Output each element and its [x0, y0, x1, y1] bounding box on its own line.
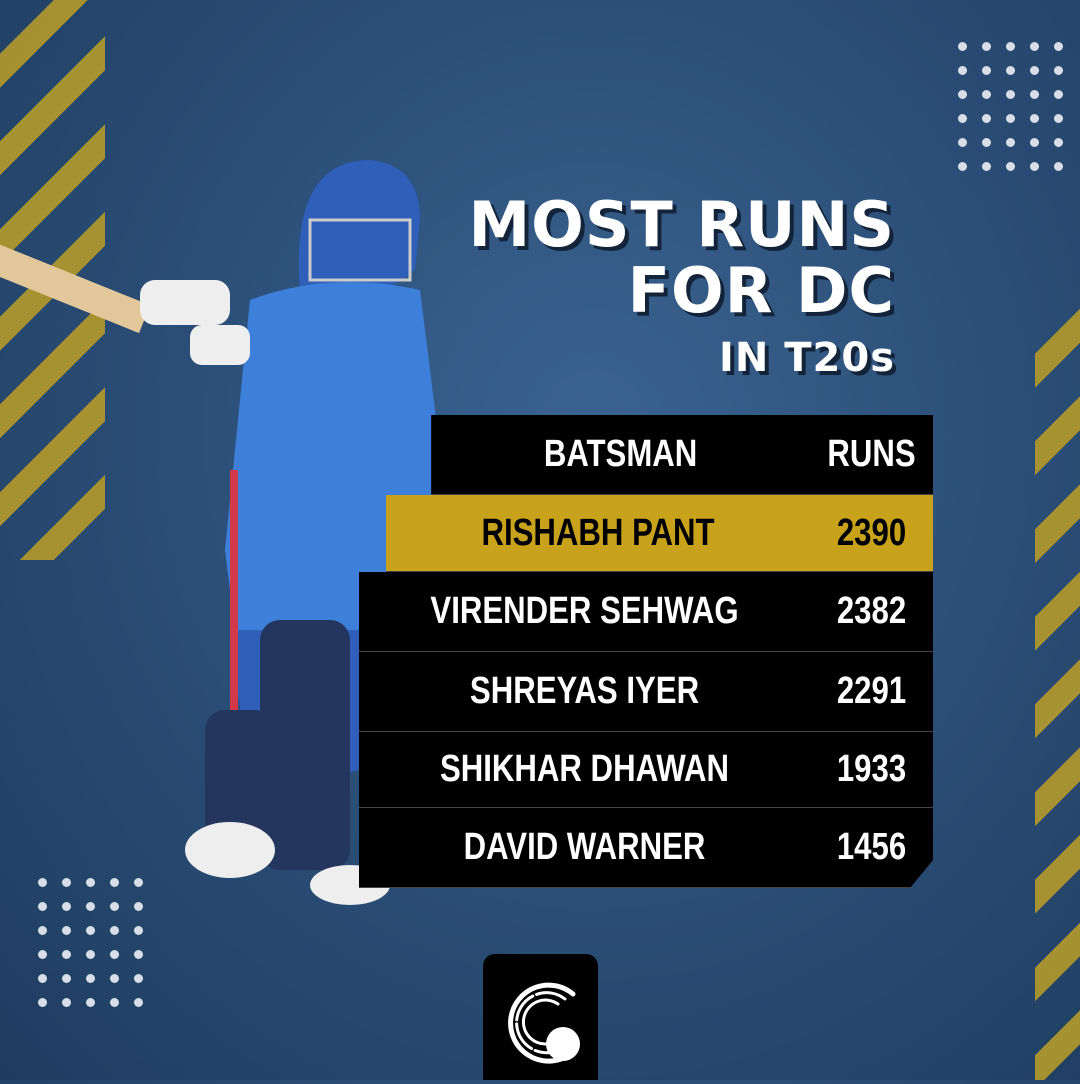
dot — [110, 926, 119, 935]
dot — [134, 974, 143, 983]
dot — [38, 926, 47, 935]
dot — [134, 902, 143, 911]
runs-value: 1933 — [836, 748, 907, 790]
dot — [134, 926, 143, 935]
dot — [110, 950, 119, 959]
brand-logo — [483, 954, 598, 1080]
batsman-name: SHREYAS IYER — [469, 670, 700, 712]
dot — [62, 950, 71, 959]
dot — [982, 138, 991, 147]
dot — [982, 42, 991, 51]
batsman-name: VIRENDER SEHWAG — [430, 590, 739, 632]
dot — [38, 950, 47, 959]
dot — [1006, 162, 1015, 171]
dot — [1030, 66, 1039, 75]
dot — [134, 950, 143, 959]
dot — [86, 902, 95, 911]
table-row: SHREYAS IYER 2291 — [359, 652, 933, 732]
dot — [38, 998, 47, 1007]
dot — [1054, 66, 1063, 75]
header-runs: RUNS — [827, 433, 916, 475]
dot — [1030, 114, 1039, 123]
dot — [1054, 162, 1063, 171]
dot — [86, 998, 95, 1007]
dot — [982, 90, 991, 99]
dot — [110, 902, 119, 911]
dot — [86, 950, 95, 959]
batsman-name: DAVID WARNER — [463, 826, 706, 868]
dot — [86, 974, 95, 983]
dot — [982, 114, 991, 123]
dot — [1054, 114, 1063, 123]
dot — [38, 974, 47, 983]
dot — [1030, 138, 1039, 147]
dot — [1054, 138, 1063, 147]
table-row: SHIKHAR DHAWAN 1933 — [359, 732, 933, 808]
dot — [958, 42, 967, 51]
dot — [1030, 90, 1039, 99]
table-row: RISHABH PANT 2390 — [386, 495, 933, 572]
dot — [1006, 90, 1015, 99]
dot — [62, 902, 71, 911]
dot — [110, 998, 119, 1007]
dot — [62, 926, 71, 935]
dot — [110, 974, 119, 983]
player-illustration — [0, 160, 440, 905]
dot — [86, 926, 95, 935]
dot — [1054, 42, 1063, 51]
title-line-3: IN T20s — [718, 335, 895, 381]
title-line-1: MOST RUNS — [468, 188, 895, 261]
dot — [134, 878, 143, 887]
table-header: BATSMAN RUNS — [431, 415, 933, 495]
batsman-name: SHIKHAR DHAWAN — [439, 748, 730, 790]
gold-stripes-right — [1035, 300, 1080, 1080]
table-row: VIRENDER SEHWAG 2382 — [359, 572, 933, 652]
dot — [958, 114, 967, 123]
runs-value: 2291 — [836, 670, 907, 712]
dot — [958, 138, 967, 147]
dot — [1006, 66, 1015, 75]
dot — [62, 878, 71, 887]
dot — [110, 878, 119, 887]
dot — [982, 162, 991, 171]
dot — [1006, 138, 1015, 147]
runs-value: 2382 — [836, 590, 907, 632]
dot — [134, 998, 143, 1007]
dot — [958, 90, 967, 99]
batsman-name: RISHABH PANT — [481, 511, 715, 554]
header-batsman: BATSMAN — [543, 433, 698, 475]
dot — [38, 902, 47, 911]
dot — [1054, 90, 1063, 99]
dot-grid-bottom-left — [38, 878, 143, 1007]
dot-grid-top-right — [958, 42, 1063, 171]
dot — [958, 162, 967, 171]
dot — [62, 998, 71, 1007]
title-line-2: FOR DC — [627, 254, 895, 327]
dot — [1030, 42, 1039, 51]
cricket-ball-logo-icon — [508, 982, 580, 1064]
dot — [982, 66, 991, 75]
dot — [1030, 162, 1039, 171]
dot — [1006, 42, 1015, 51]
table-row: DAVID WARNER 1456 — [359, 808, 933, 888]
runs-value: 2390 — [836, 511, 907, 554]
dot — [38, 878, 47, 887]
dot — [86, 878, 95, 887]
dot — [62, 974, 71, 983]
runs-value: 1456 — [836, 826, 907, 868]
dot — [1006, 114, 1015, 123]
dot — [958, 66, 967, 75]
